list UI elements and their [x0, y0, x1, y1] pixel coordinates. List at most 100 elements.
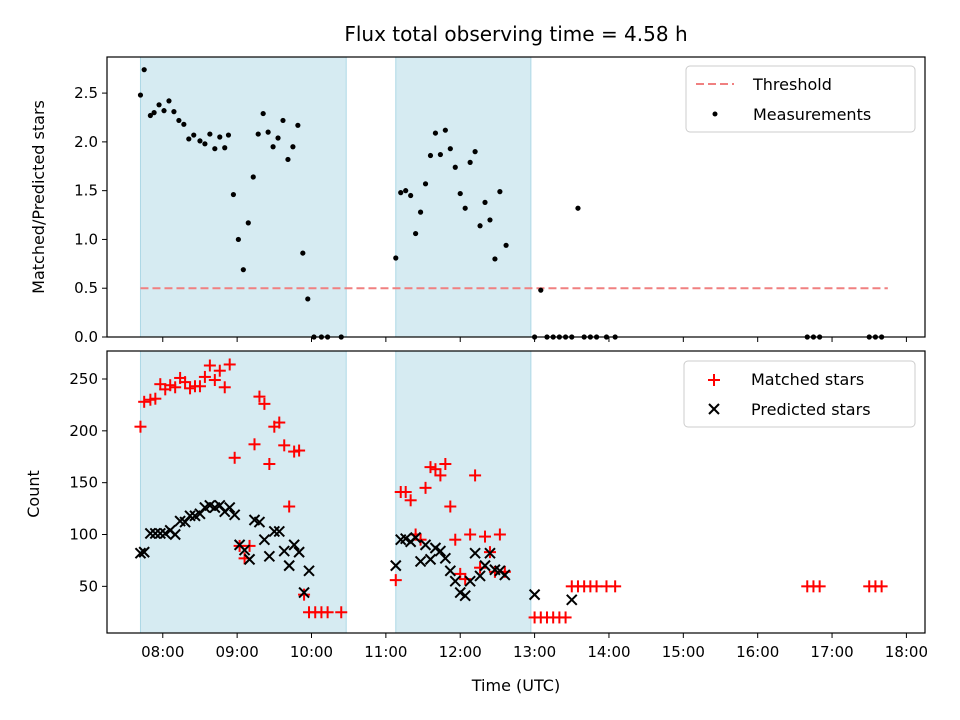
measurement-point-28: [275, 135, 281, 141]
predicted-point-42: [424, 553, 437, 566]
observing-windows-bottom: [139, 350, 532, 634]
matched-point-30: [283, 500, 296, 513]
matched-point-23: [248, 438, 261, 451]
predicted-point-4: [154, 527, 167, 540]
predicted-point-58: [528, 588, 541, 601]
observing-window-2: [395, 56, 532, 338]
measurement-point-69: [575, 205, 581, 211]
matched-point-26: [263, 458, 276, 471]
predicted-point-31: [288, 539, 300, 551]
measurement-point-44: [417, 209, 424, 215]
predicted-point-44: [434, 545, 447, 557]
count-legend-box: [683, 360, 916, 428]
predicted-stars-points: [134, 499, 578, 606]
matched-point-80: [875, 580, 888, 593]
measurement-point-25: [260, 110, 266, 117]
matched-point-9: [179, 376, 192, 389]
count-panel: 50 100 150 200 250 08:00 09:00 10:00 11:00 12:00…: [24, 350, 928, 695]
measurement-point-39: [393, 255, 399, 261]
measurement-point-53: [462, 205, 468, 211]
count-xtick-label-1: 09:00: [216, 643, 259, 661]
count-xtick-label-8: 16:00: [736, 643, 779, 661]
predicted-point-29: [278, 545, 290, 557]
predicted-point-39: [409, 531, 422, 544]
matched-point-14: [203, 359, 216, 372]
legend-measurements-label: Measurements: [753, 105, 871, 124]
measurement-point-21: [240, 267, 246, 273]
matched-stars-points: [134, 358, 888, 624]
predicted-point-54: [484, 547, 496, 559]
count-ytick-label-4: 250: [69, 370, 98, 388]
predicted-point-2: [144, 527, 157, 540]
count-ytick-label-0: 50: [79, 577, 98, 595]
time-x-axis-label: Time (UTC): [471, 676, 560, 695]
predicted-point-1: [138, 546, 150, 558]
count-xtick-label-7: 15:00: [662, 643, 705, 661]
count-xtick-label-3: 11:00: [364, 643, 407, 661]
matched-point-49: [439, 458, 452, 471]
predicted-point-0: [134, 547, 147, 559]
matched-point-67: [559, 611, 572, 624]
measurement-point-32: [295, 122, 301, 128]
matched-point-17: [218, 381, 231, 394]
measurement-point-23: [250, 174, 256, 180]
measurement-point-46: [427, 152, 434, 159]
predicted-point-25: [258, 533, 271, 546]
matched-point-13: [198, 370, 211, 383]
matched-point-28: [273, 416, 286, 429]
observing-window-1: [139, 56, 347, 338]
predicted-point-19: [228, 509, 241, 521]
matched-point-29: [278, 439, 291, 452]
ratio-ytick-label-4: 2.0: [74, 133, 98, 151]
count-ytick-label-2: 150: [69, 474, 98, 492]
measurement-point-59: [492, 256, 498, 262]
measurement-point-33: [300, 250, 306, 256]
legend-matched-label: Matched stars: [751, 370, 864, 389]
count-legend: Matched stars Predicted stars: [683, 360, 916, 428]
predicted-point-59: [566, 594, 578, 606]
ratio-ytick-label-3: 1.5: [74, 182, 98, 200]
predicted-point-45: [439, 552, 452, 565]
matched-point-24: [253, 390, 266, 403]
predicted-point-41: [419, 539, 432, 551]
measurement-point-9: [181, 121, 187, 127]
measurement-point-43: [413, 230, 419, 237]
ratio-ytick-label-0: 0.0: [74, 328, 98, 346]
count-xtick-label-9: 17:00: [810, 643, 853, 661]
predicted-point-10: [184, 510, 196, 522]
matched-point-19: [228, 451, 241, 464]
measurement-point-34: [305, 296, 311, 302]
matched-point-42: [404, 494, 417, 507]
predicted-point-21: [238, 544, 251, 556]
matched-point-37: [321, 606, 334, 619]
predicted-point-40: [414, 555, 427, 568]
measurement-point-30: [285, 156, 291, 163]
measurement-point-57: [482, 199, 488, 205]
measurement-point-40: [398, 190, 404, 196]
measurement-point-31: [290, 144, 296, 150]
measurement-point-24: [255, 131, 261, 137]
matched-point-77: [813, 580, 826, 593]
count-xtick-label-2: 10:00: [290, 643, 333, 661]
observing-window-1: [139, 350, 347, 634]
measurement-point-14: [207, 131, 213, 137]
predicted-point-46: [444, 565, 457, 577]
measurement-point-18: [225, 132, 232, 138]
count-xtick-label-5: 13:00: [513, 643, 556, 661]
count-y-axis-label: Count: [24, 470, 43, 518]
measurement-point-11: [191, 132, 197, 138]
legend-measurements-swatch: [712, 111, 718, 117]
measurement-point-8: [176, 117, 182, 124]
measurement-point-50: [447, 146, 453, 152]
measurement-point-51: [452, 164, 458, 170]
count-xtick-label-4: 12:00: [439, 643, 482, 661]
measurement-point-63: [538, 287, 544, 293]
measurement-point-13: [202, 141, 208, 147]
ratio-legend: Threshold Measurements: [685, 65, 916, 133]
legend-matched-swatch: [708, 374, 720, 386]
matched-point-38: [335, 606, 348, 619]
measurement-point-27: [270, 144, 276, 150]
ratio-ytick-label-5: 2.5: [74, 84, 98, 102]
count-ytick-label-3: 200: [69, 422, 98, 440]
matched-point-12: [193, 380, 206, 393]
